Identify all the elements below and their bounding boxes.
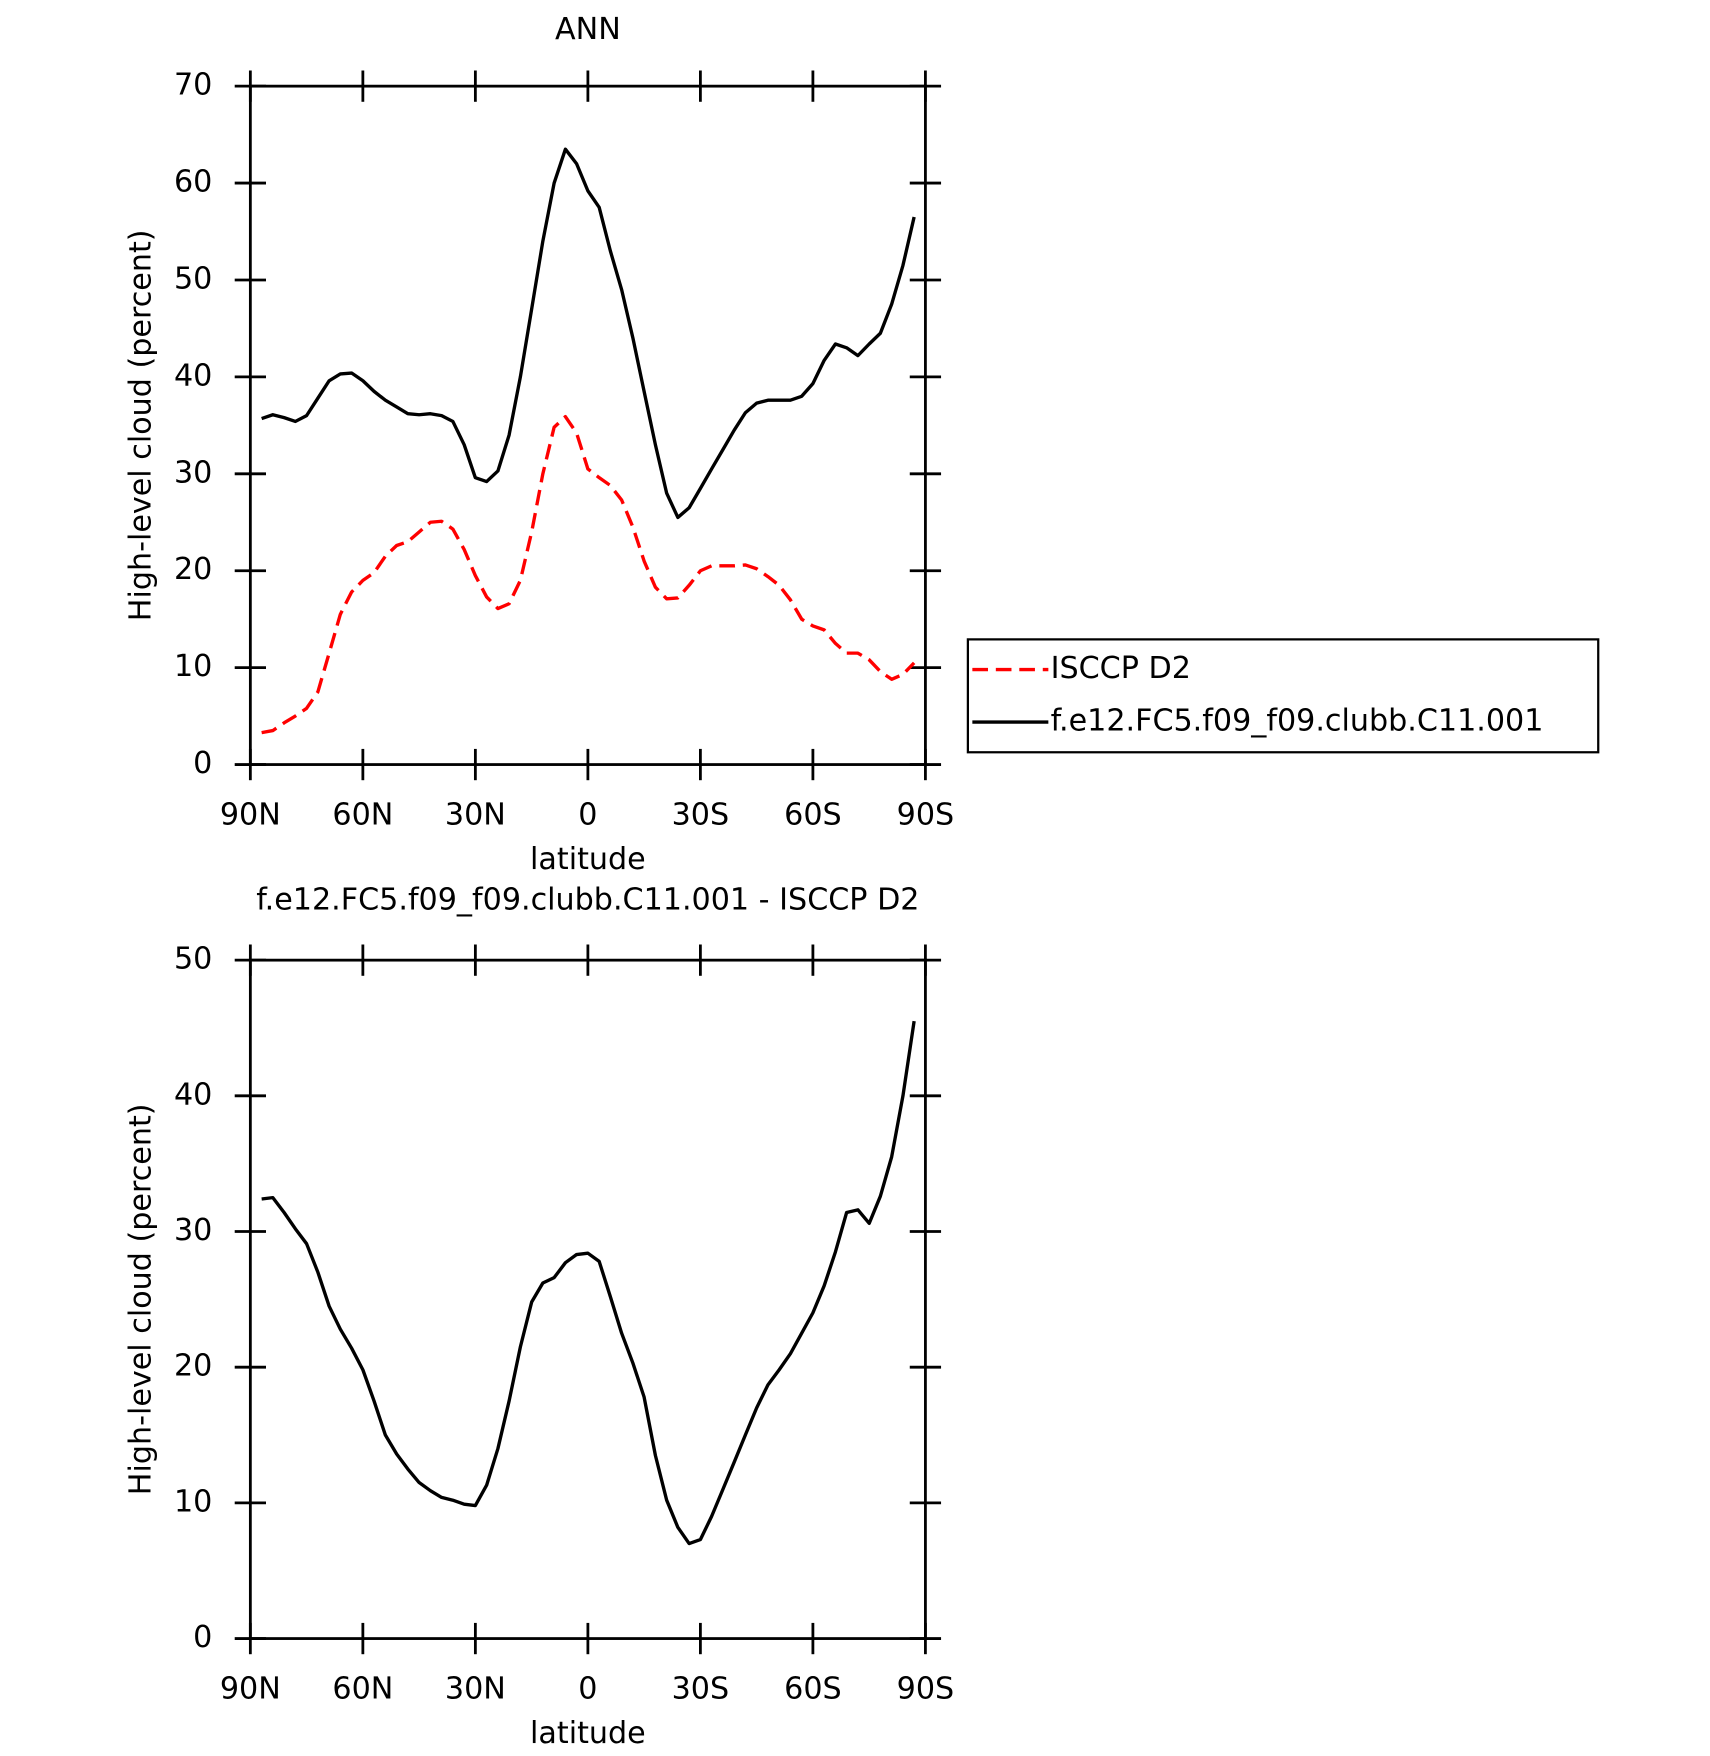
x-tick-label: 0 bbox=[578, 1671, 597, 1706]
y-tick-label: 30 bbox=[174, 455, 212, 490]
y-tick-label: 10 bbox=[174, 649, 212, 684]
x-tick-label: 60S bbox=[784, 797, 842, 832]
legend-label: ISCCP D2 bbox=[1051, 651, 1191, 686]
x-tick-label: 90N bbox=[220, 1671, 281, 1706]
x-tick-label: 90N bbox=[220, 797, 281, 832]
x-tick-label: 0 bbox=[578, 797, 597, 832]
x-tick-label: 30N bbox=[445, 797, 506, 832]
y-tick-label: 20 bbox=[174, 1349, 212, 1384]
y-tick-label: 30 bbox=[174, 1213, 212, 1248]
data-line bbox=[261, 1020, 916, 1546]
x-tick-label: 30S bbox=[672, 1671, 730, 1706]
chart-title: f.e12.FC5.f09_f09.clubb.C11.001 - ISCCP … bbox=[256, 882, 919, 917]
x-tick-label: 30N bbox=[445, 1671, 506, 1706]
y-tick-label: 50 bbox=[174, 942, 212, 977]
x-tick-label: 90S bbox=[897, 797, 955, 832]
y-tick-label: 0 bbox=[193, 1620, 212, 1655]
y-tick-label: 70 bbox=[174, 68, 212, 103]
data-line bbox=[261, 414, 916, 735]
chart-title: ANN bbox=[555, 12, 621, 47]
x-tick-label: 90S bbox=[897, 1671, 955, 1706]
x-tick-label: 30S bbox=[672, 797, 730, 832]
y-tick-label: 20 bbox=[174, 552, 212, 587]
y-axis-label: High-level cloud (percent) bbox=[123, 229, 158, 621]
y-tick-label: 50 bbox=[174, 261, 212, 296]
y-tick-label: 40 bbox=[174, 1077, 212, 1112]
x-axis-label: latitude bbox=[530, 842, 646, 877]
legend-label: f.e12.FC5.f09_f09.clubb.C11.001 bbox=[1051, 704, 1544, 739]
x-tick-label: 60N bbox=[332, 1671, 393, 1706]
data-line bbox=[261, 147, 916, 520]
x-axis-label: latitude bbox=[530, 1716, 646, 1751]
legend-box bbox=[966, 638, 1600, 754]
x-tick-label: 60S bbox=[784, 1671, 842, 1706]
y-tick-label: 60 bbox=[174, 165, 212, 200]
y-tick-label: 10 bbox=[174, 1484, 212, 1519]
x-tick-label: 60N bbox=[332, 797, 393, 832]
y-tick-label: 40 bbox=[174, 358, 212, 393]
y-axis-label: High-level cloud (percent) bbox=[123, 1103, 158, 1495]
plot-frame bbox=[248, 958, 927, 1640]
y-tick-label: 0 bbox=[193, 746, 212, 781]
